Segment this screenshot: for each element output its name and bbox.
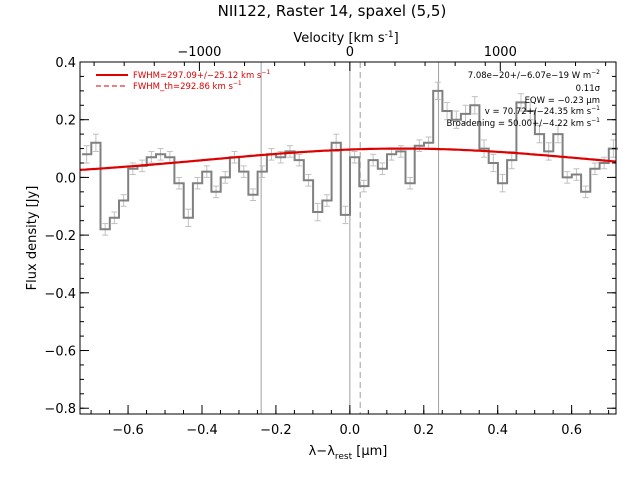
legend-entry-fwhm-th: FWHM_th=292.86 km s−1 <box>133 80 242 92</box>
top-tick-label-2: 1000 <box>484 45 517 60</box>
y-tick-label-0: −0.8 <box>44 402 76 417</box>
x-tick-label-2: −0.2 <box>260 423 292 438</box>
top-tick-label-1: 0 <box>346 45 354 60</box>
y-axis: −0.8 −0.6 −0.4 −0.2 0.0 0.2 0.4 <box>44 56 616 417</box>
y-tick-label-4: 0.0 <box>55 171 76 186</box>
annotation-velocity: v = 70.72+/−24.35 km s−1 <box>485 105 600 117</box>
annotation-sigma: 0.11σ <box>576 84 601 94</box>
legend-entry-fwhm: FWHM=297.09+/−25.12 km s−1 <box>133 69 270 81</box>
plot-frame <box>79 61 617 415</box>
chart-title: NII122, Raster 14, spaxel (5,5) <box>218 2 447 20</box>
x-tick-label-4: 0.2 <box>413 423 434 438</box>
y-tick-label-1: −0.6 <box>44 345 76 360</box>
top-tick-label-0: −1000 <box>177 45 221 60</box>
data-series <box>82 89 618 231</box>
reference-lines <box>260 62 440 414</box>
x-tick-label-0: −0.6 <box>112 423 144 438</box>
y-tick-label-2: −0.4 <box>44 287 76 302</box>
annotation-flux: 7.08e−20+/−6.07e−19 W m−2 <box>468 69 600 81</box>
fit-curve-layer <box>79 147 617 171</box>
x-tick-label-6: 0.6 <box>561 423 582 438</box>
x-axis-title: λ−λrest [μm] <box>309 444 388 462</box>
x-tick-label-5: 0.4 <box>487 423 508 438</box>
legend: FWHM=297.09+/−25.12 km s−1 FWHM_th=292.8… <box>96 69 270 92</box>
spectrum-step-line <box>82 89 618 231</box>
annotation-broadening: Broadening = 50.00+/−4.22 km s−1 <box>447 117 601 129</box>
y-tick-label-5: 0.2 <box>55 114 76 129</box>
y-axis-title: Flux density [Jy] <box>25 186 40 291</box>
x-tick-label-1: −0.4 <box>186 423 218 438</box>
y-tick-label-6: 0.4 <box>55 56 76 71</box>
x-tick-label-3: 0.0 <box>340 423 361 438</box>
top-axis-title: Velocity [km s-1] <box>293 30 398 46</box>
top-axis: −1000 0 1000 <box>93 45 607 71</box>
annotation-eqw: EQW = −0.23 μm <box>525 96 600 106</box>
gaussian-fit-curve <box>79 147 617 171</box>
x-axis: −0.6 −0.4 −0.2 0.0 0.2 0.4 0.6 <box>90 405 610 438</box>
y-tick-label-3: −0.2 <box>44 229 76 244</box>
annotations: 7.08e−20+/−6.07e−19 W m−2 0.11σ EQW = −0… <box>447 69 601 129</box>
